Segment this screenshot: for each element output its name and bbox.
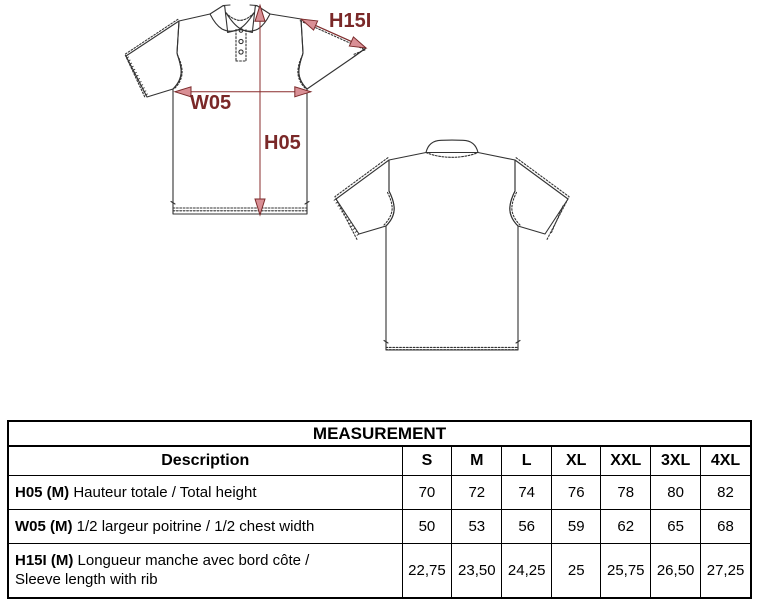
- svg-text:W05: W05: [190, 92, 231, 114]
- svg-text:H15I: H15I: [329, 10, 371, 32]
- svg-text:H05: H05: [264, 132, 301, 154]
